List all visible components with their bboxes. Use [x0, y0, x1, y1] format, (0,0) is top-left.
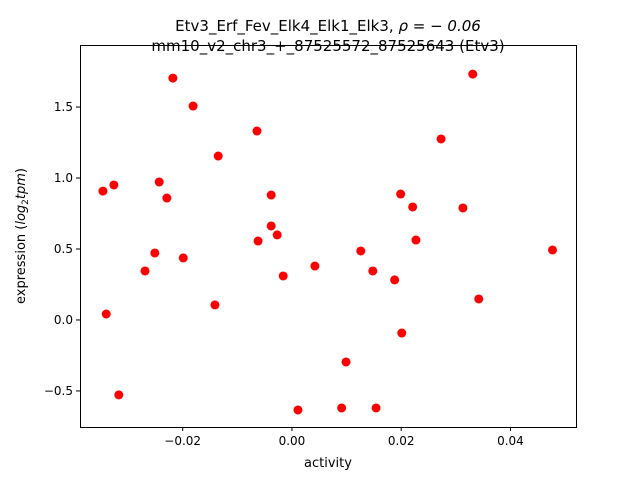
y-tick-label: −0.5	[44, 384, 73, 398]
y-axis-label: expression (log2tpm)	[14, 168, 31, 304]
data-point	[278, 271, 288, 281]
data-point	[310, 261, 320, 271]
y-ticks: −0.5 0.0 0.5 1.0 1.5	[44, 100, 80, 398]
x-tick-label: 0.04	[497, 434, 524, 448]
data-point	[337, 403, 347, 413]
axes-frame	[80, 45, 577, 428]
data-point	[154, 177, 164, 187]
data-point	[114, 390, 124, 400]
chart-title: Etv3_Erf_Fev_Elk4_Elk1_Elk3, ρ = − 0.06	[175, 17, 481, 36]
data-point	[150, 248, 160, 258]
x-tick-label: −0.02	[164, 434, 201, 448]
data-point	[266, 221, 276, 231]
data-point	[341, 357, 351, 367]
data-point	[168, 73, 178, 83]
data-point	[109, 180, 119, 190]
chart-subtitle: mm10_v2_chr3_+_87525572_87525643 (Etv3)	[151, 37, 504, 56]
data-point	[371, 403, 381, 413]
data-point	[396, 189, 406, 199]
y-tick-label: 1.0	[54, 171, 73, 185]
data-point	[397, 328, 407, 338]
points-layer	[98, 69, 558, 415]
data-point	[266, 190, 276, 200]
data-point	[474, 294, 484, 304]
data-point	[390, 275, 400, 285]
data-point	[458, 203, 468, 213]
y-tick-label: 0.5	[54, 242, 73, 256]
x-axis-label: activity	[304, 456, 352, 471]
data-point	[368, 266, 378, 276]
y-tick-label: 0.0	[54, 313, 73, 327]
data-point	[252, 126, 262, 136]
data-point	[253, 236, 263, 246]
data-point	[213, 151, 223, 161]
x-tick-label: 0.00	[279, 434, 306, 448]
data-point	[411, 235, 421, 245]
data-point	[356, 246, 366, 256]
data-point	[162, 193, 172, 203]
data-point	[178, 253, 188, 263]
y-tick-label: 1.5	[54, 100, 73, 114]
x-ticks: −0.02 0.00 0.02 0.04	[164, 427, 524, 448]
data-point	[210, 300, 220, 310]
data-point	[188, 101, 198, 111]
data-point	[98, 186, 108, 196]
data-point	[548, 245, 558, 255]
data-point	[436, 134, 446, 144]
x-tick-label: 0.02	[388, 434, 415, 448]
data-point	[293, 405, 303, 415]
data-point	[140, 266, 150, 276]
data-point	[101, 309, 111, 319]
data-point	[408, 202, 418, 212]
data-point	[272, 230, 282, 240]
data-point	[468, 69, 478, 79]
